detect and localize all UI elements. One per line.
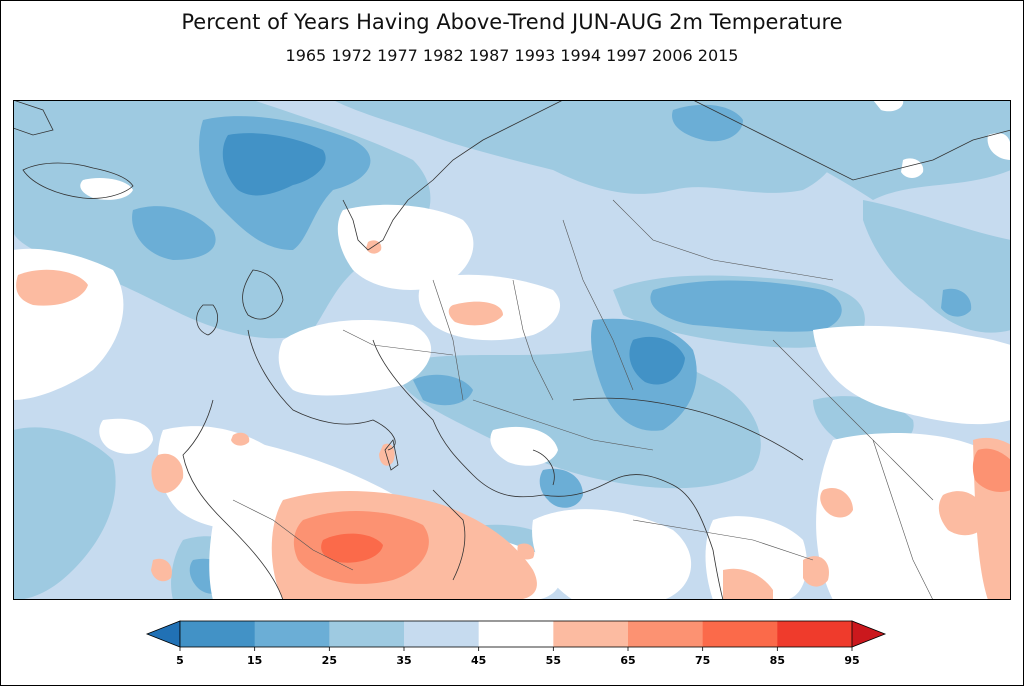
colorbar-tick-label: 45: [471, 654, 486, 667]
colorbar-segment: [553, 621, 629, 647]
years-subtitle: 1965 1972 1977 1982 1987 1993 1994 1997 …: [285, 46, 739, 65]
colorbar-over-arrow: [851, 620, 887, 648]
colorbar-tick-label: 5: [176, 654, 184, 667]
band-75-85: [321, 533, 383, 563]
colorbar-tick-label: 35: [396, 654, 411, 667]
temperature-map: [13, 100, 1011, 600]
contour-fields: [13, 100, 1011, 600]
colorbar-segment: [404, 621, 480, 647]
colorbar-segment: [702, 621, 778, 647]
map-border: [13, 100, 1011, 600]
colorbar-tick-label: 75: [695, 654, 710, 667]
colorbar-tick-label: 15: [247, 654, 262, 667]
colorbar-under-arrow: [145, 620, 181, 648]
colorbar-segment: [777, 621, 853, 647]
colorbar-segment: [254, 621, 330, 647]
map-title: Percent of Years Having Above-Trend JUN-…: [181, 10, 843, 34]
colorbar-segment: [329, 621, 405, 647]
colorbar: 5 15 25 35 45 55 65 75 85 95: [145, 620, 887, 667]
colorbar-segment: [478, 621, 554, 647]
band-5-15: [222, 133, 685, 385]
colorbar-outline: [179, 620, 853, 648]
colorbar-tick-label: 85: [770, 654, 785, 667]
colorbar-segment: [180, 621, 256, 647]
colorbar-tick-label: 65: [620, 654, 635, 667]
colorbar-segment: [628, 621, 704, 647]
colorbar-tick-label: 55: [546, 654, 561, 667]
country-borders: [232, 199, 934, 600]
colorbar-tick-label: 95: [844, 654, 859, 667]
coastlines: [13, 100, 1011, 600]
colorbar-tick-label: 25: [322, 654, 337, 667]
